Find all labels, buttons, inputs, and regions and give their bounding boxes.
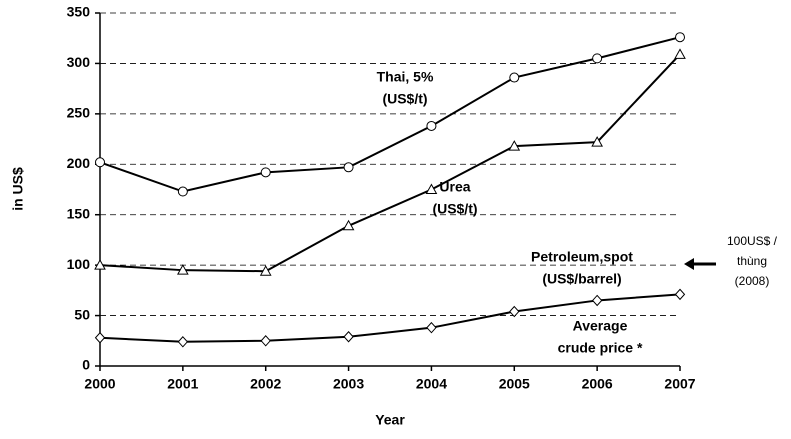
series-line [99, 53, 681, 273]
series-label: Thai, 5% [377, 69, 434, 85]
x-tick-label: 2001 [167, 376, 198, 392]
x-tick-label: 2004 [416, 376, 447, 392]
point [592, 53, 603, 64]
y-tick-label: 50 [74, 306, 90, 322]
point [94, 332, 106, 344]
y-axis-label: in US$ [10, 167, 26, 211]
point [177, 186, 188, 197]
point [425, 183, 438, 194]
y-tick-label: 0 [82, 357, 90, 373]
x-tick-label: 2003 [333, 376, 364, 392]
x-axis-label: Year [375, 412, 405, 428]
y-tick-label: 100 [67, 256, 91, 272]
point [591, 136, 603, 147]
x-tick-label: 2005 [499, 376, 530, 392]
annotation: 100US$ / [727, 234, 778, 248]
x-tick-label: 2002 [250, 376, 281, 392]
x-tick-label: 2000 [84, 376, 115, 392]
point [509, 305, 520, 318]
annotation: (2008) [735, 274, 770, 288]
x-tick-label: 2007 [664, 376, 695, 392]
x-tick-label: 2006 [582, 376, 613, 392]
y-tick-label: 300 [67, 54, 91, 70]
y-tick-label: 200 [67, 155, 91, 171]
point [260, 335, 271, 347]
point [426, 321, 437, 334]
point [177, 264, 189, 275]
point [342, 219, 355, 231]
annotation: Petroleum,spot [531, 249, 633, 265]
y-tick-label: 350 [67, 4, 91, 20]
point [591, 294, 603, 307]
annotation: thùng [737, 254, 767, 268]
series-label: Average [573, 318, 628, 334]
series-label: crude price * [558, 340, 643, 356]
series-label: Urea [439, 179, 470, 195]
point [674, 48, 686, 59]
y-tick-label: 250 [67, 105, 91, 121]
point [675, 32, 685, 43]
series-line [99, 36, 681, 193]
series-line [99, 293, 681, 343]
point [343, 162, 354, 173]
point [259, 265, 272, 276]
series-label: (US$/t) [382, 91, 427, 107]
point [95, 157, 105, 168]
point [94, 259, 106, 270]
point [260, 167, 271, 178]
y-tick-label: 150 [67, 205, 91, 221]
point [674, 288, 686, 301]
point [509, 72, 520, 83]
point [177, 336, 189, 348]
point [426, 120, 437, 131]
annotation: (US$/barrel) [542, 271, 621, 287]
arrow-head [684, 258, 694, 270]
series-label: (US$/t) [432, 201, 477, 217]
point [508, 140, 521, 151]
point [343, 331, 354, 343]
